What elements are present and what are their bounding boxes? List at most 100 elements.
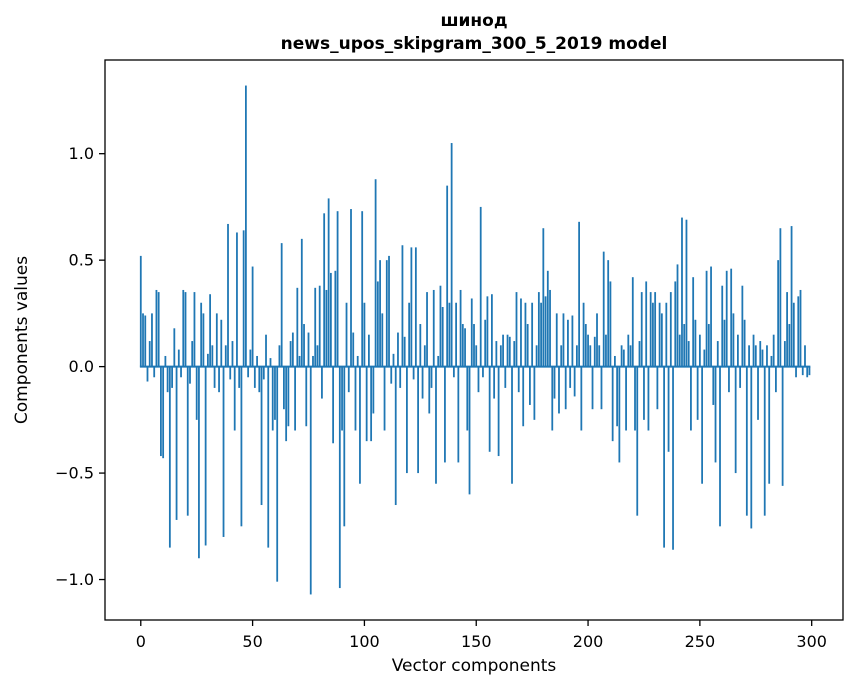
- bar: [580, 366, 583, 431]
- bar: [499, 345, 502, 367]
- bar: [356, 355, 359, 367]
- bar: [403, 336, 406, 367]
- bar: [694, 319, 697, 367]
- bar: [723, 319, 726, 367]
- bar: [459, 289, 462, 367]
- bar: [614, 355, 616, 367]
- bar: [763, 366, 766, 516]
- bar: [410, 247, 413, 367]
- bar: [215, 313, 218, 367]
- bar: [620, 345, 623, 367]
- bar: [139, 255, 142, 367]
- bar: [544, 296, 547, 367]
- bar: [797, 296, 800, 367]
- bar: [142, 313, 144, 367]
- bar: [524, 302, 527, 367]
- bar: [227, 223, 229, 367]
- bar: [435, 366, 437, 484]
- bar: [381, 313, 384, 367]
- x-axis-label: Vector components: [392, 656, 557, 676]
- bar: [385, 260, 388, 367]
- bar: [211, 345, 214, 367]
- bar: [546, 270, 549, 367]
- bar: [719, 366, 721, 527]
- bar: [220, 319, 223, 367]
- bar: [721, 285, 724, 367]
- bar: [640, 292, 643, 367]
- bar: [218, 366, 220, 393]
- bar: [551, 366, 554, 431]
- bar: [799, 289, 802, 367]
- bar: [569, 366, 572, 388]
- bars: [139, 85, 811, 595]
- bar: [739, 366, 742, 388]
- bar: [643, 366, 645, 420]
- bar: [788, 324, 791, 367]
- bar: [665, 302, 668, 367]
- bar: [338, 366, 341, 589]
- bar: [761, 349, 764, 367]
- bar: [578, 221, 580, 367]
- bar: [372, 366, 375, 414]
- bar: [732, 313, 735, 367]
- bar: [517, 366, 520, 393]
- bar: [777, 260, 780, 367]
- bar: [229, 366, 232, 380]
- bar: [560, 345, 563, 367]
- bar: [622, 349, 625, 367]
- bar: [332, 366, 334, 444]
- bar: [146, 366, 149, 382]
- bar: [305, 366, 308, 427]
- bar: [417, 366, 419, 474]
- bar: [437, 355, 440, 367]
- bar: [714, 366, 717, 463]
- bar: [611, 366, 614, 442]
- bar: [323, 213, 326, 367]
- bar: [734, 366, 737, 474]
- bar: [347, 366, 350, 393]
- bar: [692, 277, 695, 367]
- bar: [379, 260, 381, 367]
- bar: [274, 366, 276, 420]
- bar: [294, 366, 296, 431]
- bar: [175, 366, 178, 520]
- bar: [470, 298, 473, 367]
- bar: [414, 247, 417, 367]
- bar: [636, 366, 639, 516]
- bar: [681, 217, 683, 367]
- bar: [768, 366, 771, 484]
- bar: [703, 349, 706, 367]
- bar: [531, 302, 534, 367]
- bar: [558, 366, 560, 414]
- bar: [388, 255, 390, 367]
- bar: [253, 366, 256, 388]
- bar: [716, 341, 719, 367]
- bar: [743, 319, 746, 367]
- bar: [233, 366, 236, 431]
- bar: [701, 366, 703, 484]
- bar: [540, 302, 542, 367]
- bar: [394, 366, 397, 506]
- bar: [529, 366, 531, 405]
- x-tick-label: 300: [796, 632, 827, 651]
- bar: [790, 226, 793, 367]
- bar: [618, 366, 621, 463]
- bar: [256, 355, 258, 367]
- bar: [397, 332, 399, 367]
- y-tick-label: −0.5: [55, 464, 94, 483]
- bar: [587, 334, 589, 367]
- bar: [428, 366, 431, 414]
- bar: [786, 292, 788, 367]
- bar: [321, 366, 323, 399]
- bar: [173, 328, 176, 367]
- bar: [224, 345, 227, 367]
- bar: [508, 336, 511, 367]
- bar: [204, 366, 207, 546]
- bar: [728, 366, 730, 393]
- bar: [164, 355, 167, 367]
- bar: [464, 328, 466, 367]
- bar: [553, 366, 556, 399]
- bar: [352, 332, 355, 367]
- bar: [363, 302, 366, 367]
